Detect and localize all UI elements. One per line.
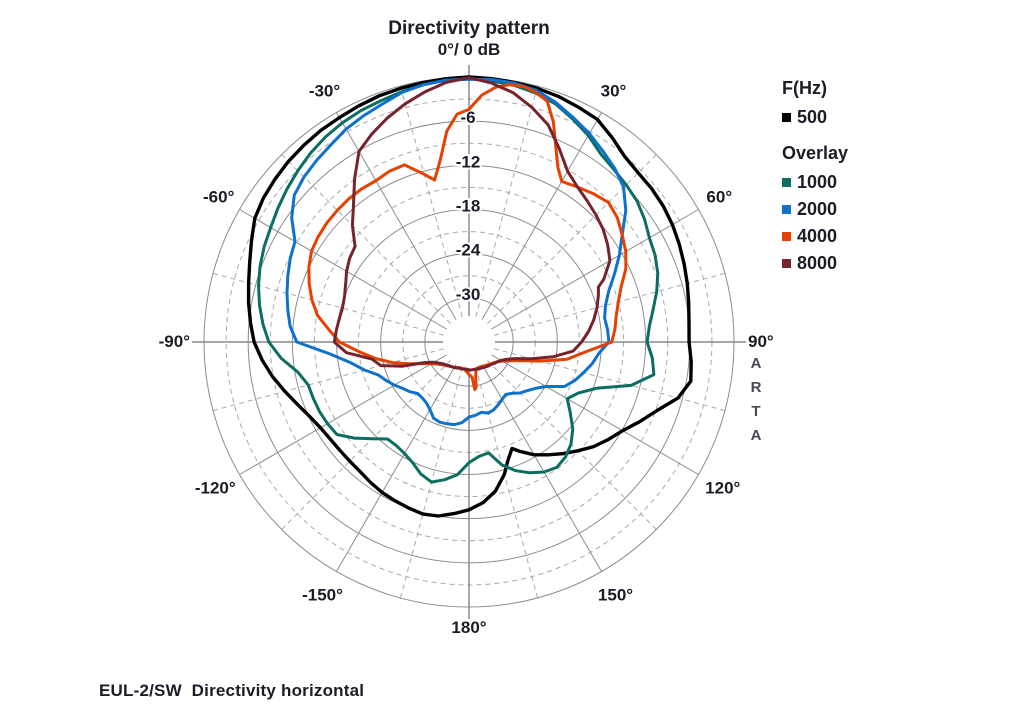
- legend-overlay-heading: Overlay: [782, 143, 849, 163]
- caption: EUL-2/SW Directivity horizontal: [99, 681, 365, 700]
- legend-item-4000: 4000: [782, 223, 848, 250]
- grid-spoke: [474, 154, 657, 337]
- angle-tick-label: 90°: [748, 332, 774, 351]
- angle-tick-label: -120°: [195, 479, 236, 498]
- grid-spoke: [474, 347, 657, 530]
- legend-item-1000: 1000: [782, 169, 848, 196]
- center-hole: [443, 316, 495, 368]
- curve-8000hz: [332, 76, 612, 372]
- grid-spoke: [212, 272, 462, 341]
- db-tick-label: -18: [456, 197, 481, 216]
- grid-spoke: [212, 343, 462, 412]
- db-tick-label: -12: [456, 152, 481, 171]
- legend-swatch-icon: [782, 259, 791, 268]
- grid-spoke: [399, 85, 468, 335]
- grid-spoke: [336, 112, 466, 336]
- legend-item-500: 500: [782, 104, 848, 131]
- legend-item-label: 8000: [797, 253, 838, 273]
- angle-tick-label: 0°/ 0 dB: [438, 40, 501, 59]
- legend-freq-items: 500: [782, 104, 848, 131]
- angle-tick-label: -60°: [203, 188, 235, 207]
- legend-swatch-icon: [782, 178, 791, 187]
- angle-tick-label: 30°: [601, 82, 627, 101]
- radial-db-labels: -6-12-18-24-30: [454, 106, 483, 306]
- legend-item-2000: 2000: [782, 196, 848, 223]
- legend-overlay-items: 1000 2000 4000 8000: [782, 169, 848, 277]
- angle-tick-label: 60°: [706, 188, 732, 207]
- legend-item-label: 2000: [797, 199, 838, 219]
- grid-spoke: [239, 345, 463, 475]
- db-tick-label: -24: [456, 241, 481, 260]
- grid-spoke: [472, 112, 602, 336]
- angle-tick-label: -150°: [302, 586, 343, 605]
- curve-1000hz: [257, 77, 660, 484]
- db-tick-label: -30: [456, 285, 481, 304]
- angle-tick-label: 180°: [451, 618, 486, 637]
- angle-tick-label: 150°: [598, 586, 633, 605]
- grid-ring-solid: [424, 297, 514, 387]
- grid-spoke: [476, 272, 726, 341]
- angle-labels: 0°/ 0 dB -30° 30° -60° 60° -90° 90° -120° 120° -1…: [159, 40, 774, 637]
- legend-item-label: 500: [797, 107, 828, 127]
- grid-spoke: [281, 154, 464, 337]
- legend-swatch-icon: [782, 205, 791, 214]
- grid-spoke: [470, 85, 539, 335]
- grid-ring-solid: [380, 253, 558, 431]
- curves: [246, 75, 693, 518]
- legend-item-label: 1000: [797, 172, 838, 192]
- grid-spoke: [399, 349, 468, 599]
- grid-spoke: [336, 348, 466, 572]
- arta-watermark-letter: A: [750, 427, 762, 444]
- angle-tick-label: -90°: [159, 332, 191, 351]
- arta-watermark-letter: T: [751, 403, 761, 420]
- grid-spoke: [475, 345, 699, 475]
- arta-watermark-letter: R: [750, 379, 762, 396]
- legend-swatch-icon: [782, 232, 791, 241]
- grid-spoke: [239, 209, 463, 339]
- legend-item-label: 4000: [797, 226, 838, 246]
- angle-tick-label: -30°: [309, 82, 341, 101]
- legend-freq-heading: F(Hz): [782, 78, 827, 98]
- legend-swatch-icon: [782, 113, 791, 122]
- arta-watermark-letter: A: [750, 355, 762, 372]
- grid-spoke: [476, 343, 726, 412]
- chart-title: Directivity pattern: [388, 18, 550, 39]
- grid-spoke: [472, 348, 602, 572]
- legend-item-8000: 8000: [782, 250, 848, 277]
- grid-spoke: [475, 209, 699, 339]
- legend: F(Hz) 500 Overlay 1000 2000 4000 8000: [782, 78, 848, 277]
- angle-tick-label: 120°: [705, 479, 740, 498]
